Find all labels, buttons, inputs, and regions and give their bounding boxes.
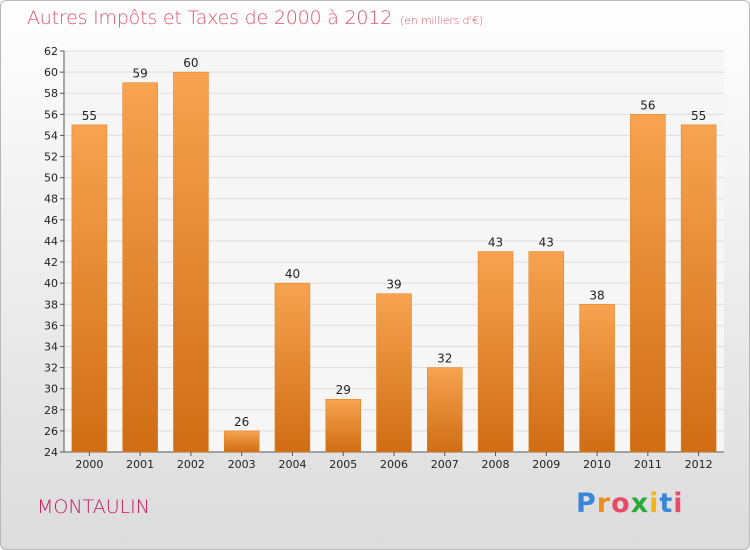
chart-subtitle: (en milliers d'€) — [400, 14, 483, 27]
bar-value-label: 55 — [691, 109, 706, 123]
bar-value-label: 59 — [133, 67, 148, 81]
logo-letter: i — [649, 488, 660, 519]
bar-2011 — [630, 114, 666, 453]
x-tick-label: 2012 — [685, 458, 713, 471]
bar-value-label: 40 — [285, 267, 300, 281]
x-tick-label: 2000 — [75, 458, 103, 471]
x-tick-label: 2003 — [228, 458, 256, 471]
x-tick-label: 2010 — [583, 458, 611, 471]
bar-2001 — [122, 82, 158, 453]
bar-2012 — [680, 124, 717, 453]
bar-value-label: 29 — [336, 383, 351, 397]
y-tick-label: 38 — [44, 298, 58, 311]
bar-2005 — [325, 398, 361, 453]
x-tick-label: 2004 — [278, 458, 306, 471]
logo-letter: i — [673, 488, 684, 519]
y-tick-label: 34 — [44, 340, 58, 353]
y-tick-label: 48 — [44, 193, 58, 206]
chart-title-text: Autres Impôts et Taxes de 2000 à 2012 — [27, 7, 393, 29]
y-tick-label: 56 — [44, 108, 58, 121]
y-tick-label: 46 — [44, 214, 58, 227]
y-tick-label: 62 — [44, 45, 58, 58]
bar-2000 — [71, 124, 108, 453]
y-tick-label: 50 — [44, 172, 58, 185]
bar-2003 — [223, 430, 260, 453]
bar-value-label: 55 — [82, 109, 97, 123]
y-tick-label: 32 — [44, 362, 58, 375]
bar-value-label: 43 — [488, 236, 503, 250]
bar-2002 — [173, 71, 209, 453]
bar-2004 — [274, 282, 311, 453]
x-tick-label: 2006 — [380, 458, 408, 471]
bar-value-label: 39 — [386, 278, 401, 292]
x-tick-label: 2007 — [431, 458, 459, 471]
y-tick-label: 26 — [44, 425, 58, 438]
proxiti-logo: Proxiti — [576, 488, 684, 519]
bar-2006 — [376, 293, 412, 453]
bar-2007 — [427, 367, 463, 453]
x-tick-label: 2011 — [634, 458, 662, 471]
y-tick-label: 60 — [44, 66, 58, 79]
bar-value-label: 56 — [640, 98, 655, 112]
y-tick-label: 44 — [44, 235, 58, 248]
logo-letter: o — [611, 488, 631, 519]
x-tick-label: 2001 — [126, 458, 154, 471]
bar-2009 — [528, 251, 565, 453]
y-tick-label: 30 — [44, 383, 58, 396]
logo-letter: x — [630, 488, 650, 519]
y-tick-label: 52 — [44, 151, 58, 164]
chart-title: Autres Impôts et Taxes de 2000 à 2012 (en… — [27, 7, 483, 29]
x-tick-label: 2008 — [482, 458, 510, 471]
y-tick-label: 58 — [44, 87, 58, 100]
x-tick-label: 2002 — [177, 458, 205, 471]
x-tick-label: 2005 — [329, 458, 357, 471]
city-name: MONTAULIN — [37, 496, 150, 518]
logo-letter: P — [576, 488, 597, 519]
bar-value-label: 60 — [183, 56, 198, 70]
bar-value-label: 38 — [589, 288, 604, 302]
y-tick-label: 28 — [44, 404, 58, 417]
y-tick-label: 36 — [44, 319, 58, 332]
logo-letter: t — [659, 488, 674, 519]
x-tick-label: 2009 — [532, 458, 560, 471]
y-tick-label: 24 — [44, 446, 58, 459]
y-tick-label: 40 — [44, 277, 58, 290]
bar-2010 — [579, 304, 615, 453]
bar-value-label: 43 — [539, 236, 554, 250]
y-tick-label: 42 — [44, 256, 58, 269]
bar-value-label: 32 — [437, 352, 452, 366]
bar-value-label: 26 — [234, 415, 249, 429]
bar-2008 — [477, 251, 514, 453]
logo-letter: r — [596, 488, 612, 519]
y-tick-label: 54 — [44, 129, 58, 142]
